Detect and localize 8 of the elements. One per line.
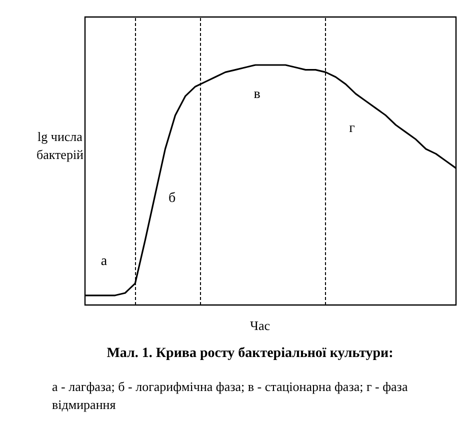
annotation: в [252,87,262,103]
text: Мал. 1. Крива росту бактеріальної культури: [106,346,394,362]
annotation: б [167,191,177,207]
x-axis-title: Час [249,318,271,334]
text: а - лагфаза; б - логарифмічна фаза; в - стаціонарна фаза; г - фаза відмирання [52,378,409,414]
annotation: а [100,254,108,270]
y-axis-title: lg числа бактерій [35,128,85,164]
annotation: г [348,121,356,137]
